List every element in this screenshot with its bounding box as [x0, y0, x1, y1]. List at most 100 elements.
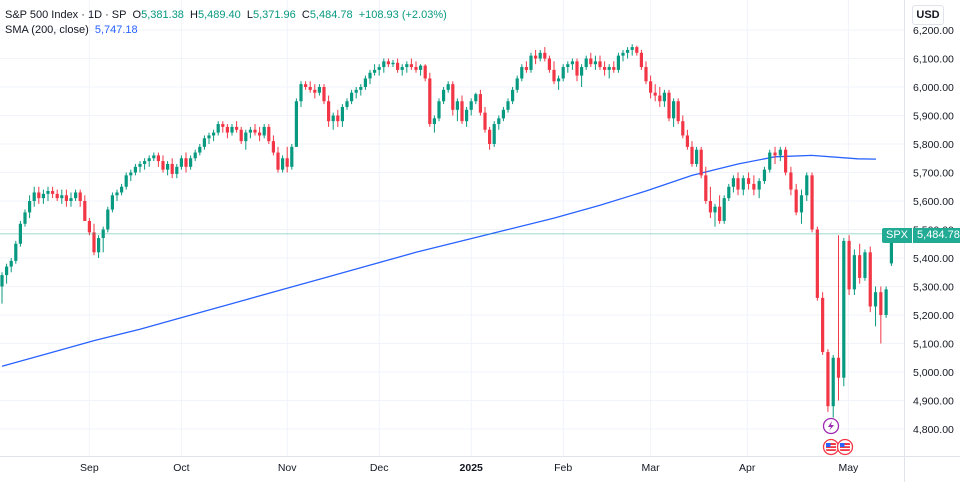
- candle: [884, 286, 888, 318]
- candle-body: [639, 52, 643, 68]
- candle-body: [616, 55, 620, 70]
- candle-body: [752, 183, 756, 190]
- candle-body: [736, 178, 740, 190]
- candle: [216, 121, 220, 136]
- candle-body: [216, 124, 220, 133]
- candle: [868, 246, 872, 313]
- candle: [497, 115, 501, 130]
- candle: [676, 98, 680, 125]
- candle: [368, 69, 372, 85]
- candle: [166, 161, 170, 176]
- candle: [847, 235, 851, 296]
- candle: [83, 195, 87, 221]
- candle-body: [290, 146, 294, 167]
- candle: [460, 95, 464, 125]
- candle-body: [649, 81, 653, 93]
- candle-body: [120, 186, 124, 193]
- candle: [340, 104, 344, 127]
- y-tick-label: 5,800.00: [913, 139, 954, 151]
- currency-button[interactable]: USD: [912, 5, 944, 25]
- candle-body: [852, 255, 856, 290]
- candle-body: [805, 175, 809, 196]
- candle-body: [317, 87, 321, 93]
- candle: [138, 161, 142, 173]
- candle-body: [718, 206, 722, 221]
- candle-body: [690, 146, 694, 164]
- candle-body: [784, 149, 788, 173]
- candle: [746, 172, 751, 190]
- y-tick-label: 6,000.00: [913, 82, 954, 94]
- candle-body: [198, 146, 202, 153]
- candle-body: [147, 158, 151, 162]
- candle-body: [110, 195, 114, 210]
- candle: [267, 124, 271, 144]
- candle-body: [612, 67, 616, 70]
- high-value: 5,489.40: [197, 9, 241, 21]
- candle: [198, 144, 202, 156]
- last-price-symbol: SPX: [882, 228, 913, 243]
- candle-body: [409, 64, 413, 68]
- candle: [92, 223, 96, 256]
- candle: [607, 64, 611, 79]
- candle-body: [538, 52, 542, 59]
- y-tick-label: 5,400.00: [913, 253, 954, 265]
- candle: [566, 61, 570, 73]
- x-tick-label: Sep: [80, 462, 99, 474]
- candle: [78, 189, 82, 207]
- y-tick-label: 5,600.00: [913, 196, 954, 208]
- candle-body: [879, 292, 883, 315]
- candle-body: [156, 155, 160, 162]
- candle-body: [432, 118, 436, 125]
- candle-body: [478, 94, 482, 113]
- candle: [409, 58, 413, 70]
- candle-body: [607, 67, 611, 70]
- candle: [805, 172, 809, 201]
- candle-body: [722, 198, 726, 221]
- candle: [598, 55, 602, 70]
- sma-200-line: [1, 154, 877, 367]
- candle: [423, 64, 427, 82]
- candle: [322, 84, 326, 105]
- candle-body: [511, 89, 515, 102]
- open-value: 5,381.38: [141, 9, 184, 21]
- candle-body: [193, 152, 197, 159]
- candle: [685, 129, 689, 150]
- candle: [621, 49, 625, 62]
- candle: [616, 52, 620, 73]
- last-price-tag: SPX 5,484.78: [882, 228, 960, 243]
- y-tick-label: 5,300.00: [913, 282, 954, 294]
- x-tick-label: Feb: [554, 462, 572, 474]
- candle: [570, 58, 574, 70]
- sma-label: SMA (200, close): [5, 24, 89, 36]
- candle-body: [207, 135, 211, 139]
- candle: [308, 81, 312, 93]
- candle-body: [175, 166, 179, 174]
- candle: [736, 172, 740, 196]
- candle-body: [630, 47, 634, 50]
- candle-body: [757, 181, 761, 190]
- candle: [506, 98, 510, 113]
- candle: [129, 169, 133, 182]
- candle-body: [497, 118, 501, 125]
- candle-body: [244, 132, 248, 142]
- candle: [593, 55, 597, 70]
- candle: [478, 89, 482, 116]
- candle-body: [382, 61, 386, 68]
- candle: [852, 249, 856, 296]
- candle-body: [115, 192, 119, 196]
- x-tick-label: May: [838, 462, 859, 474]
- candle: [189, 155, 193, 170]
- candle: [179, 155, 183, 170]
- sma-value: 5,747.18: [94, 24, 138, 36]
- candle-body: [267, 126, 271, 142]
- candle-body: [419, 65, 423, 70]
- candle: [538, 49, 542, 62]
- candle: [465, 106, 469, 127]
- candle: [873, 286, 878, 327]
- candle: [662, 89, 666, 107]
- candle-body: [529, 55, 533, 70]
- candle: [704, 166, 708, 204]
- candle: [731, 175, 735, 193]
- candle-body: [810, 175, 814, 230]
